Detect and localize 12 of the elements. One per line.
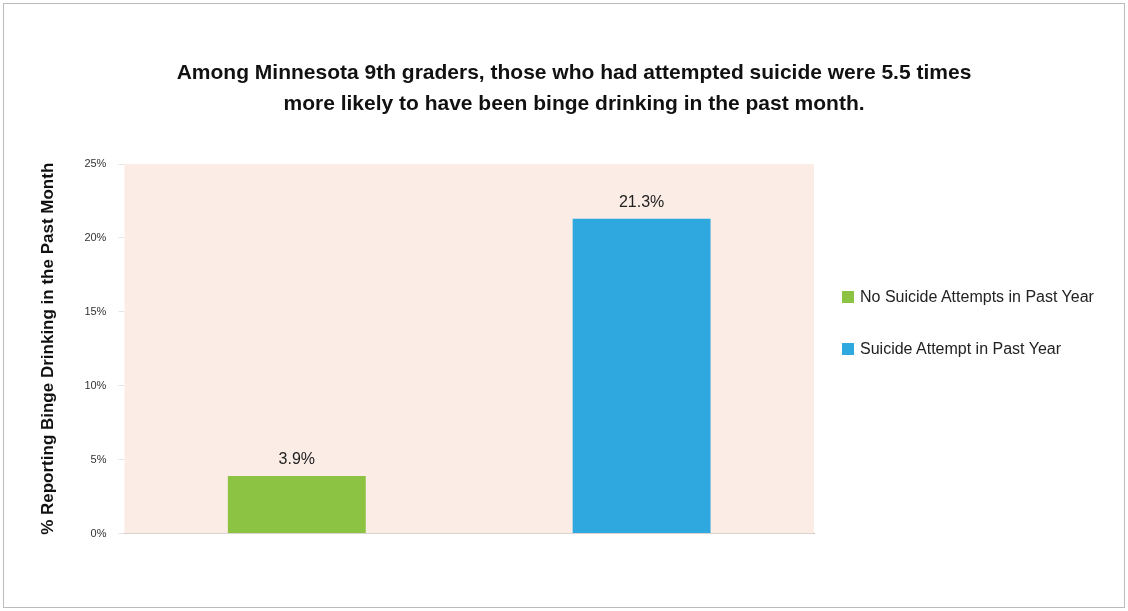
legend-label: No Suicide Attempts in Past Year [860,287,1094,307]
legend-label: Suicide Attempt in Past Year [860,339,1062,359]
y-tick-label: 0% [90,526,107,539]
chart-title: Among Minnesota 9th graders, those who had attempted suicide were 5.5 times more likely to have been binge drinking in the past month. [175,59,973,116]
y-tick-label: 10% [84,378,107,391]
data-label: 21.3% [618,193,665,211]
data-label: 3.9% [278,450,316,468]
y-tick-label: 25% [84,157,107,170]
y-tick-label: 5% [90,452,107,465]
y-tick-label: 20% [84,230,107,243]
y-tick-label: 15% [84,304,107,317]
y-axis-title: % Reporting Binge Drinking in the Past Month [37,162,57,535]
